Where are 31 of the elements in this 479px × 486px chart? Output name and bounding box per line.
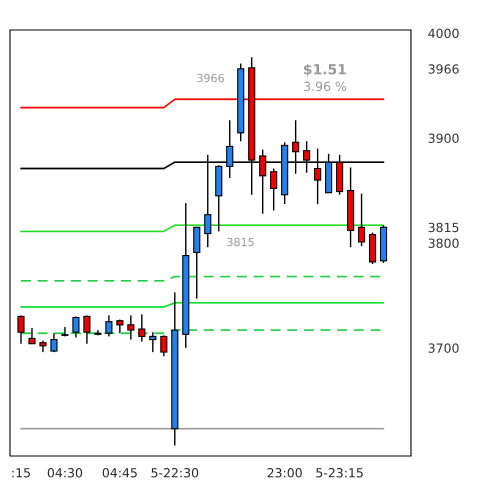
y-tick-label: 3700 [428, 343, 459, 353]
candlestick [61, 326, 69, 338]
y-tick-label: 3800 [428, 238, 459, 248]
annotation: $1.51 [304, 64, 346, 76]
x-tick-label: :15 [12, 468, 30, 478]
candlestick [50, 332, 58, 353]
y-tick-label: 3900 [428, 134, 459, 143]
candlestick [138, 314, 146, 342]
candlestick [28, 327, 36, 344]
candlestick [270, 168, 278, 212]
candlestick [127, 314, 134, 340]
candlestick [358, 192, 366, 247]
y-tick-label: 3815 [428, 222, 458, 232]
candlestick [39, 340, 47, 353]
candlestick [105, 314, 112, 338]
y-tick-label: 4000 [428, 28, 459, 38]
x-tick-label: 23:00 [268, 468, 302, 478]
candlestick [160, 334, 168, 358]
x-tick-label: 04:45 [102, 468, 137, 478]
annotation: 3.96 % [304, 82, 346, 92]
annotation: 3966 [197, 74, 224, 82]
y-tick-label: 3966 [428, 64, 459, 74]
x-tick-label: 04:30 [48, 468, 82, 478]
candlestick [72, 316, 80, 338]
x-tick-label: 5-22:30 [152, 468, 198, 478]
candlestick [149, 331, 156, 353]
candlestick [116, 318, 124, 334]
x-tick-label: 5-23:15 [316, 468, 363, 478]
annotation: 3815 [227, 238, 254, 246]
candlestick [83, 314, 90, 344]
candlestick [17, 314, 25, 344]
